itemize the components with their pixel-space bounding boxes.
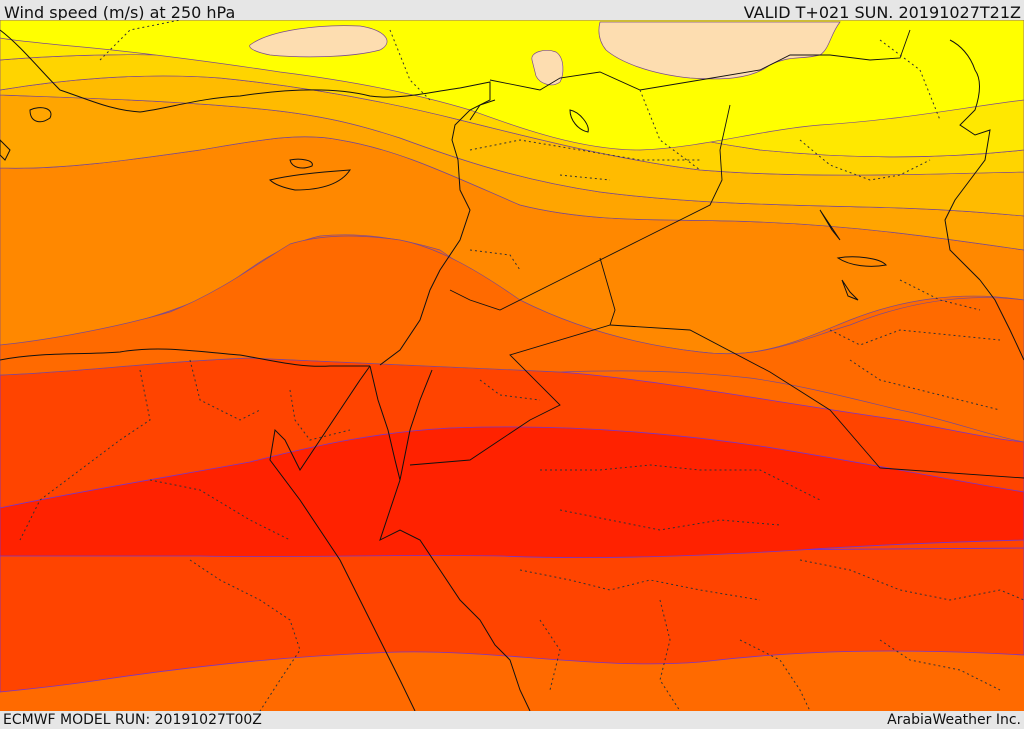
band-orange3-lobe — [0, 235, 1024, 443]
wind-speed-map — [0, 20, 1024, 711]
valid-time: VALID T+021 SUN. 20191027T21Z — [743, 3, 1021, 22]
model-run-label: ECMWF MODEL RUN: 20191027T00Z — [3, 712, 262, 728]
band-peach-east — [598, 21, 841, 80]
band-peach-west — [249, 25, 388, 58]
dotted-borders — [19, 20, 1024, 711]
footer-bar: ECMWF MODEL RUN: 20191027T00Z ArabiaWeat… — [0, 711, 1024, 729]
map-title: Wind speed (m/s) at 250 hPa — [4, 3, 236, 22]
map-canvas — [0, 20, 1024, 711]
solid-borders — [409, 29, 1024, 479]
band-red1-south — [0, 547, 1024, 693]
header-bar: Wind speed (m/s) at 250 hPa VALID T+021 … — [0, 0, 1024, 22]
band-peach-small — [531, 50, 564, 86]
band-red2-jet — [0, 426, 1024, 559]
credit-label: ArabiaWeather Inc. — [887, 712, 1021, 728]
coastlines — [0, 29, 1024, 711]
